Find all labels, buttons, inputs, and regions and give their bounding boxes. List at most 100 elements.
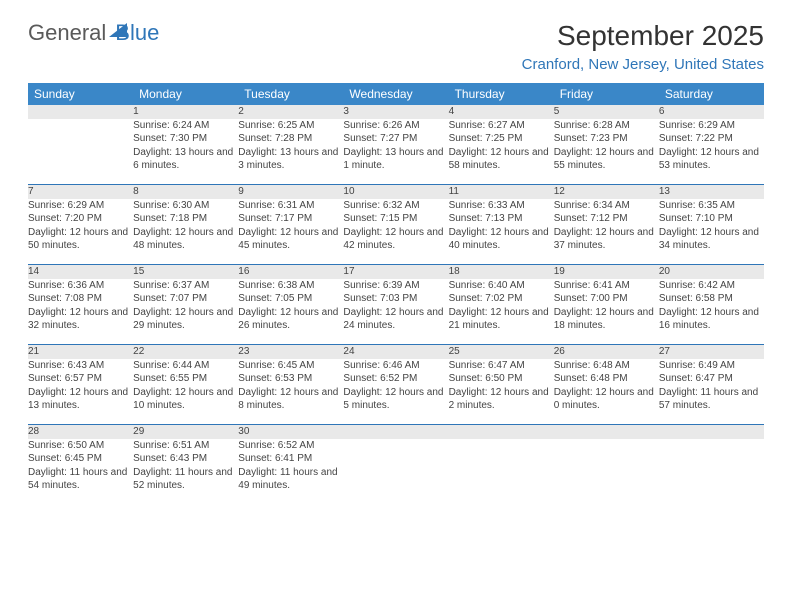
sunset-line: Sunset: 6:43 PM xyxy=(133,452,238,466)
sunrise-line: Sunrise: 6:47 AM xyxy=(449,359,554,373)
day-number-cell: 20 xyxy=(659,265,764,279)
day-data-cell: Sunrise: 6:24 AMSunset: 7:30 PMDaylight:… xyxy=(133,119,238,185)
daylight-line: Daylight: 11 hours and 49 minutes. xyxy=(238,466,343,493)
day-data-cell: Sunrise: 6:36 AMSunset: 7:08 PMDaylight:… xyxy=(28,279,133,345)
day-number-cell xyxy=(449,425,554,439)
weekday-header: Sunday xyxy=(28,83,133,105)
day-data-cell: Sunrise: 6:35 AMSunset: 7:10 PMDaylight:… xyxy=(659,199,764,265)
sunrise-line: Sunrise: 6:27 AM xyxy=(449,119,554,133)
sunset-line: Sunset: 7:12 PM xyxy=(554,212,659,226)
day-data-cell: Sunrise: 6:52 AMSunset: 6:41 PMDaylight:… xyxy=(238,439,343,505)
sunrise-line: Sunrise: 6:45 AM xyxy=(238,359,343,373)
day-data-cell: Sunrise: 6:37 AMSunset: 7:07 PMDaylight:… xyxy=(133,279,238,345)
day-data-row: Sunrise: 6:24 AMSunset: 7:30 PMDaylight:… xyxy=(28,119,764,185)
sunrise-line: Sunrise: 6:26 AM xyxy=(343,119,448,133)
day-number-cell: 8 xyxy=(133,185,238,199)
sunset-line: Sunset: 7:15 PM xyxy=(343,212,448,226)
sunrise-line: Sunrise: 6:33 AM xyxy=(449,199,554,213)
day-number-cell: 3 xyxy=(343,105,448,119)
sunset-line: Sunset: 7:00 PM xyxy=(554,292,659,306)
weekday-header: Thursday xyxy=(449,83,554,105)
sunset-line: Sunset: 6:57 PM xyxy=(28,372,133,386)
sunset-line: Sunset: 7:18 PM xyxy=(133,212,238,226)
daylight-line: Daylight: 12 hours and 53 minutes. xyxy=(659,146,764,173)
daylight-line: Daylight: 12 hours and 21 minutes. xyxy=(449,306,554,333)
day-data-cell: Sunrise: 6:25 AMSunset: 7:28 PMDaylight:… xyxy=(238,119,343,185)
daylight-line: Daylight: 11 hours and 52 minutes. xyxy=(133,466,238,493)
sunrise-line: Sunrise: 6:39 AM xyxy=(343,279,448,293)
day-number-cell: 10 xyxy=(343,185,448,199)
sunset-line: Sunset: 7:27 PM xyxy=(343,132,448,146)
daylight-line: Daylight: 12 hours and 48 minutes. xyxy=(133,226,238,253)
day-number-cell: 2 xyxy=(238,105,343,119)
day-number-cell: 7 xyxy=(28,185,133,199)
daylight-line: Daylight: 11 hours and 57 minutes. xyxy=(659,386,764,413)
day-data-cell: Sunrise: 6:46 AMSunset: 6:52 PMDaylight:… xyxy=(343,359,448,425)
sunrise-line: Sunrise: 6:35 AM xyxy=(659,199,764,213)
day-data-cell: Sunrise: 6:45 AMSunset: 6:53 PMDaylight:… xyxy=(238,359,343,425)
sunrise-line: Sunrise: 6:38 AM xyxy=(238,279,343,293)
daylight-line: Daylight: 12 hours and 10 minutes. xyxy=(133,386,238,413)
daylight-line: Daylight: 12 hours and 2 minutes. xyxy=(449,386,554,413)
brand-part2: Blue xyxy=(115,20,159,46)
sunrise-line: Sunrise: 6:50 AM xyxy=(28,439,133,453)
day-data-cell: Sunrise: 6:42 AMSunset: 6:58 PMDaylight:… xyxy=(659,279,764,345)
day-data-cell: Sunrise: 6:29 AMSunset: 7:20 PMDaylight:… xyxy=(28,199,133,265)
day-number-cell: 17 xyxy=(343,265,448,279)
day-data-cell xyxy=(554,439,659,505)
day-number-cell: 4 xyxy=(449,105,554,119)
day-number-cell: 22 xyxy=(133,345,238,359)
daylight-line: Daylight: 12 hours and 18 minutes. xyxy=(554,306,659,333)
sunrise-line: Sunrise: 6:37 AM xyxy=(133,279,238,293)
header: General Blue September 2025 Cranford, Ne… xyxy=(28,20,764,73)
sunrise-line: Sunrise: 6:40 AM xyxy=(449,279,554,293)
sunset-line: Sunset: 6:50 PM xyxy=(449,372,554,386)
sunrise-line: Sunrise: 6:36 AM xyxy=(28,279,133,293)
sunrise-line: Sunrise: 6:28 AM xyxy=(554,119,659,133)
daylight-line: Daylight: 12 hours and 55 minutes. xyxy=(554,146,659,173)
sunset-line: Sunset: 6:55 PM xyxy=(133,372,238,386)
day-data-row: Sunrise: 6:36 AMSunset: 7:08 PMDaylight:… xyxy=(28,279,764,345)
day-data-cell: Sunrise: 6:43 AMSunset: 6:57 PMDaylight:… xyxy=(28,359,133,425)
day-data-cell: Sunrise: 6:30 AMSunset: 7:18 PMDaylight:… xyxy=(133,199,238,265)
weekday-header: Tuesday xyxy=(238,83,343,105)
day-data-cell: Sunrise: 6:40 AMSunset: 7:02 PMDaylight:… xyxy=(449,279,554,345)
weekday-header: Saturday xyxy=(659,83,764,105)
sunset-line: Sunset: 6:52 PM xyxy=(343,372,448,386)
daylight-line: Daylight: 12 hours and 0 minutes. xyxy=(554,386,659,413)
sunrise-line: Sunrise: 6:42 AM xyxy=(659,279,764,293)
day-data-cell: Sunrise: 6:47 AMSunset: 6:50 PMDaylight:… xyxy=(449,359,554,425)
sunrise-line: Sunrise: 6:31 AM xyxy=(238,199,343,213)
daylight-line: Daylight: 12 hours and 34 minutes. xyxy=(659,226,764,253)
day-number-cell: 5 xyxy=(554,105,659,119)
day-data-row: Sunrise: 6:43 AMSunset: 6:57 PMDaylight:… xyxy=(28,359,764,425)
sunset-line: Sunset: 7:13 PM xyxy=(449,212,554,226)
daylight-line: Daylight: 12 hours and 24 minutes. xyxy=(343,306,448,333)
day-number-row: 21222324252627 xyxy=(28,345,764,359)
weekday-header: Friday xyxy=(554,83,659,105)
day-data-cell xyxy=(343,439,448,505)
day-number-cell: 26 xyxy=(554,345,659,359)
daylight-line: Daylight: 12 hours and 42 minutes. xyxy=(343,226,448,253)
day-number-cell: 19 xyxy=(554,265,659,279)
day-data-cell: Sunrise: 6:32 AMSunset: 7:15 PMDaylight:… xyxy=(343,199,448,265)
day-data-row: Sunrise: 6:29 AMSunset: 7:20 PMDaylight:… xyxy=(28,199,764,265)
daylight-line: Daylight: 12 hours and 8 minutes. xyxy=(238,386,343,413)
daylight-line: Daylight: 12 hours and 32 minutes. xyxy=(28,306,133,333)
sunrise-line: Sunrise: 6:48 AM xyxy=(554,359,659,373)
sunset-line: Sunset: 7:23 PM xyxy=(554,132,659,146)
daylight-line: Daylight: 12 hours and 40 minutes. xyxy=(449,226,554,253)
day-number-row: 282930 xyxy=(28,425,764,439)
day-data-row: Sunrise: 6:50 AMSunset: 6:45 PMDaylight:… xyxy=(28,439,764,505)
sunset-line: Sunset: 6:47 PM xyxy=(659,372,764,386)
daylight-line: Daylight: 13 hours and 6 minutes. xyxy=(133,146,238,173)
sunrise-line: Sunrise: 6:46 AM xyxy=(343,359,448,373)
day-number-cell: 1 xyxy=(133,105,238,119)
sunrise-line: Sunrise: 6:41 AM xyxy=(554,279,659,293)
day-data-cell: Sunrise: 6:26 AMSunset: 7:27 PMDaylight:… xyxy=(343,119,448,185)
day-data-cell xyxy=(449,439,554,505)
day-number-cell: 11 xyxy=(449,185,554,199)
sunset-line: Sunset: 7:07 PM xyxy=(133,292,238,306)
day-number-cell xyxy=(554,425,659,439)
sunset-line: Sunset: 6:53 PM xyxy=(238,372,343,386)
